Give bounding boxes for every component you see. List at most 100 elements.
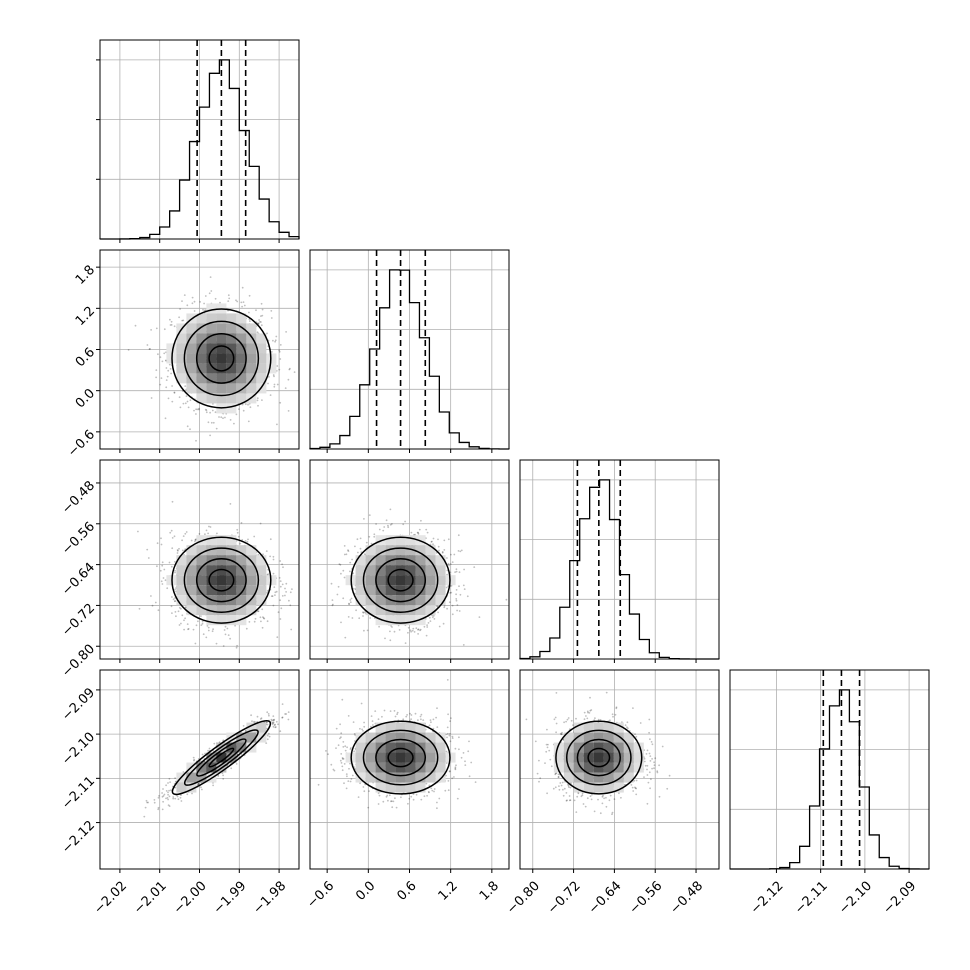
scatter-point xyxy=(350,597,353,600)
scatter-point xyxy=(257,322,260,325)
scatter-point xyxy=(458,571,461,574)
scatter-point xyxy=(273,375,275,378)
scatter-point xyxy=(160,580,163,583)
scatter-point xyxy=(181,614,184,617)
scatter-point xyxy=(281,583,284,586)
scatter-point xyxy=(171,612,173,614)
scatter-point xyxy=(288,599,290,602)
scatter-point xyxy=(155,369,158,371)
scatter-point xyxy=(273,383,276,386)
scatter-point xyxy=(279,585,282,588)
density-cell xyxy=(395,575,406,586)
scatter-point xyxy=(261,314,264,317)
scatter-point xyxy=(387,526,390,529)
scatter-point xyxy=(195,624,198,627)
scatter-point xyxy=(269,555,271,558)
density-cell xyxy=(246,343,257,354)
scatter-point xyxy=(347,549,349,552)
scatter-point xyxy=(243,304,246,307)
scatter-point xyxy=(179,308,182,310)
joint-panel-2-1 xyxy=(309,459,510,663)
scatter-point xyxy=(455,589,458,591)
scatter-point xyxy=(344,636,347,639)
scatter-point xyxy=(433,618,436,620)
scatter-point xyxy=(194,540,196,543)
density-cell xyxy=(216,605,227,616)
scatter-point xyxy=(178,547,180,550)
scatter-point xyxy=(203,302,206,305)
scatter-point xyxy=(267,382,269,385)
scatter-point xyxy=(207,421,210,424)
scatter-point xyxy=(247,403,249,406)
scatter-point xyxy=(281,563,283,566)
scatter-point xyxy=(272,374,275,376)
scatter-point xyxy=(161,583,164,585)
scatter-point xyxy=(191,296,194,299)
density-cell xyxy=(186,363,197,374)
scatter-point xyxy=(280,607,283,610)
scatter-point xyxy=(223,629,226,631)
scatter-point xyxy=(459,593,462,596)
scatter-point xyxy=(270,351,273,353)
scatter-point xyxy=(236,531,239,534)
scatter-point xyxy=(229,637,232,640)
scatter-point xyxy=(204,295,207,297)
scatter-point xyxy=(437,538,439,541)
scatter-point xyxy=(456,609,458,612)
scatter-point xyxy=(189,428,191,431)
scatter-point xyxy=(419,629,421,632)
scatter-point xyxy=(207,749,210,752)
scatter-point xyxy=(389,639,392,642)
scatter-point xyxy=(230,767,233,770)
scatter-point xyxy=(163,352,166,355)
scatter-point xyxy=(336,593,339,596)
scatter-point xyxy=(169,318,171,321)
joint-panel-1-0 xyxy=(99,249,300,453)
density-cell xyxy=(216,383,227,394)
density-cell xyxy=(206,303,217,314)
scatter-point xyxy=(236,528,239,531)
scatter-point xyxy=(407,631,409,634)
scatter-point xyxy=(157,609,160,612)
scatter-point xyxy=(266,590,269,592)
scatter-point xyxy=(173,325,176,328)
density-cell xyxy=(216,343,227,354)
scatter-point xyxy=(407,626,410,629)
density-cell xyxy=(206,323,217,334)
scatter-point xyxy=(437,611,439,614)
scatter-point xyxy=(173,392,176,394)
scatter-point xyxy=(178,624,181,626)
scatter-point xyxy=(362,615,364,617)
scatter-point xyxy=(245,627,248,630)
scatter-point xyxy=(285,331,287,333)
scatter-point xyxy=(289,367,291,370)
scatter-point xyxy=(229,503,232,505)
scatter-point xyxy=(411,629,414,632)
scatter-point xyxy=(343,545,346,547)
scatter-point xyxy=(340,572,342,575)
scatter-point xyxy=(279,580,282,582)
scatter-point xyxy=(185,531,188,533)
density-cell xyxy=(246,595,257,606)
scatter-point xyxy=(184,402,187,405)
scatter-point xyxy=(212,403,214,405)
scatter-point xyxy=(391,626,393,628)
scatter-point xyxy=(248,311,250,314)
scatter-point xyxy=(463,568,465,571)
scatter-point xyxy=(431,540,433,543)
scatter-point xyxy=(222,645,225,647)
scatter-point xyxy=(170,565,173,568)
scatter-point xyxy=(224,416,226,419)
scatter-point xyxy=(442,622,445,625)
density-cell xyxy=(186,343,197,354)
scatter-point xyxy=(443,606,446,609)
scatter-point xyxy=(170,529,173,532)
scatter-point xyxy=(174,600,176,602)
density-cell xyxy=(186,595,197,606)
scatter-point xyxy=(183,628,186,631)
scatter-point xyxy=(349,599,352,601)
density-cell xyxy=(206,615,217,626)
scatter-point xyxy=(279,358,282,360)
scatter-point xyxy=(170,372,173,375)
scatter-point xyxy=(199,301,202,303)
